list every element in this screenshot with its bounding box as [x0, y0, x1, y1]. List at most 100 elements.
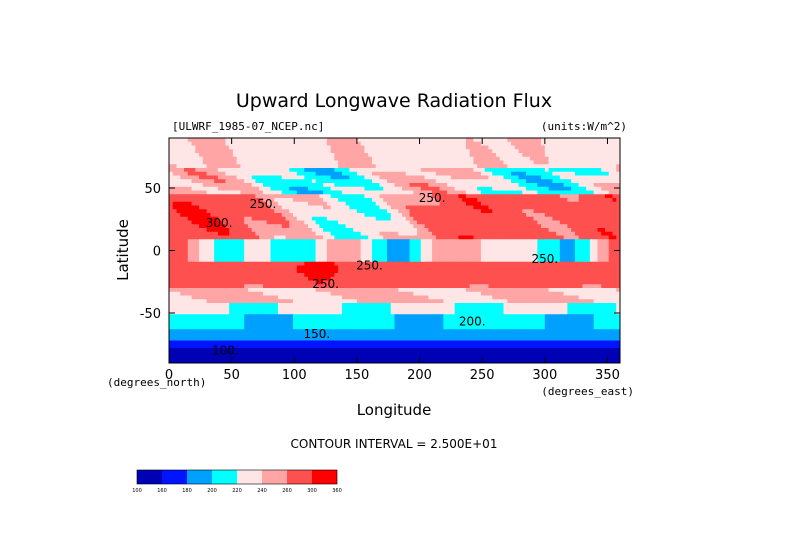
heatmap-cell — [323, 190, 328, 195]
heatmap-cell — [285, 228, 290, 233]
heatmap-cell — [480, 168, 486, 173]
heatmap-cell — [548, 269, 553, 274]
heatmap-cell — [417, 288, 422, 293]
heatmap-cell — [477, 273, 482, 278]
heatmap-cell — [195, 276, 200, 281]
heatmap-cell — [289, 246, 294, 251]
heatmap-cell — [604, 280, 610, 285]
heatmap-cell — [544, 269, 549, 274]
heatmap-cell — [499, 288, 504, 293]
heatmap-cell — [567, 209, 572, 214]
heatmap-cell — [240, 269, 245, 274]
heatmap-cell — [172, 269, 177, 274]
heatmap-cell — [368, 224, 373, 229]
heatmap-cell — [589, 145, 595, 150]
heatmap-cell — [293, 171, 298, 176]
heatmap-cell — [480, 141, 486, 146]
heatmap-cell — [353, 179, 358, 184]
heatmap-cell — [567, 288, 572, 293]
heatmap-cell — [522, 141, 527, 146]
heatmap-cell — [259, 239, 264, 244]
heatmap-cell — [462, 288, 467, 293]
heatmap-cell — [184, 171, 189, 176]
heatmap-cell — [597, 243, 602, 248]
heatmap-cell — [349, 194, 354, 199]
heatmap-cell — [386, 153, 392, 158]
heatmap-cell — [465, 194, 471, 199]
heatmap-cell — [371, 171, 377, 176]
heatmap-cell — [507, 288, 512, 293]
heatmap-cell — [270, 213, 275, 218]
heatmap-cell — [541, 220, 546, 225]
heatmap-cell — [187, 243, 192, 248]
heatmap-cell — [480, 243, 486, 248]
heatmap-cell — [289, 250, 294, 255]
heatmap-cell — [488, 284, 493, 289]
heatmap-cell — [341, 220, 347, 225]
heatmap-cell — [236, 209, 241, 214]
heatmap-cell — [488, 156, 493, 161]
heatmap-cell — [364, 194, 369, 199]
heatmap-cell — [586, 179, 591, 184]
heatmap-cell — [409, 168, 414, 173]
heatmap-cell — [289, 205, 294, 210]
heatmap-cell — [266, 254, 271, 259]
heatmap-cell — [552, 250, 557, 255]
heatmap-cell — [349, 261, 354, 266]
heatmap-cell — [368, 235, 373, 240]
heatmap-cell — [368, 220, 373, 225]
heatmap-cell — [405, 209, 410, 214]
heatmap-cell — [529, 198, 534, 203]
heatmap-cell — [311, 246, 316, 251]
heatmap-cell — [169, 235, 174, 240]
heatmap-cell — [293, 168, 298, 173]
heatmap-cell — [507, 186, 512, 191]
heatmap-cell — [259, 171, 264, 176]
heatmap-cell — [304, 258, 309, 263]
heatmap-cell — [616, 145, 620, 150]
heatmap-cell — [338, 265, 343, 270]
heatmap-cell — [371, 284, 377, 289]
heatmap-cell — [217, 261, 223, 266]
heatmap-cell — [255, 153, 260, 158]
heatmap-cell — [371, 190, 377, 195]
heatmap-cell — [537, 209, 542, 214]
heatmap-cell — [465, 183, 471, 188]
heatmap-cell — [353, 198, 358, 203]
heatmap-cell — [375, 141, 380, 146]
heatmap-cell — [379, 201, 384, 206]
heatmap-cell — [383, 145, 388, 150]
heatmap-cell — [424, 153, 429, 158]
heatmap-cell — [477, 228, 482, 233]
heatmap-cell — [304, 284, 309, 289]
heatmap-cell — [533, 246, 538, 251]
heatmap-cell — [360, 235, 365, 240]
heatmap-cell — [499, 269, 504, 274]
heatmap-cell — [304, 183, 309, 188]
heatmap-cell — [244, 273, 249, 278]
heatmap-cell — [184, 246, 189, 251]
heatmap-cell — [450, 261, 456, 266]
heatmap-cell — [232, 164, 238, 169]
heatmap-cell — [503, 269, 508, 274]
heatmap-cell — [409, 250, 414, 255]
heatmap-cell — [353, 183, 358, 188]
heatmap-cell — [323, 228, 328, 233]
heatmap-cell — [206, 265, 211, 270]
heatmap-cell — [413, 138, 418, 143]
heatmap-cell — [247, 216, 253, 221]
heatmap-cell — [409, 280, 414, 285]
heatmap-cell — [477, 239, 482, 244]
heatmap-cell — [180, 291, 185, 296]
heatmap-cell — [386, 168, 392, 173]
heatmap-cell — [608, 149, 613, 154]
heatmap-cell — [394, 258, 399, 263]
heatmap-cell — [195, 213, 200, 218]
heatmap-cell — [465, 141, 471, 146]
heatmap-cell — [514, 224, 519, 229]
heatmap-cell — [244, 213, 249, 218]
heatmap-cell — [398, 228, 403, 233]
heatmap-cell — [375, 284, 380, 289]
heatmap-cell — [251, 186, 256, 191]
heatmap-cell — [424, 265, 429, 270]
